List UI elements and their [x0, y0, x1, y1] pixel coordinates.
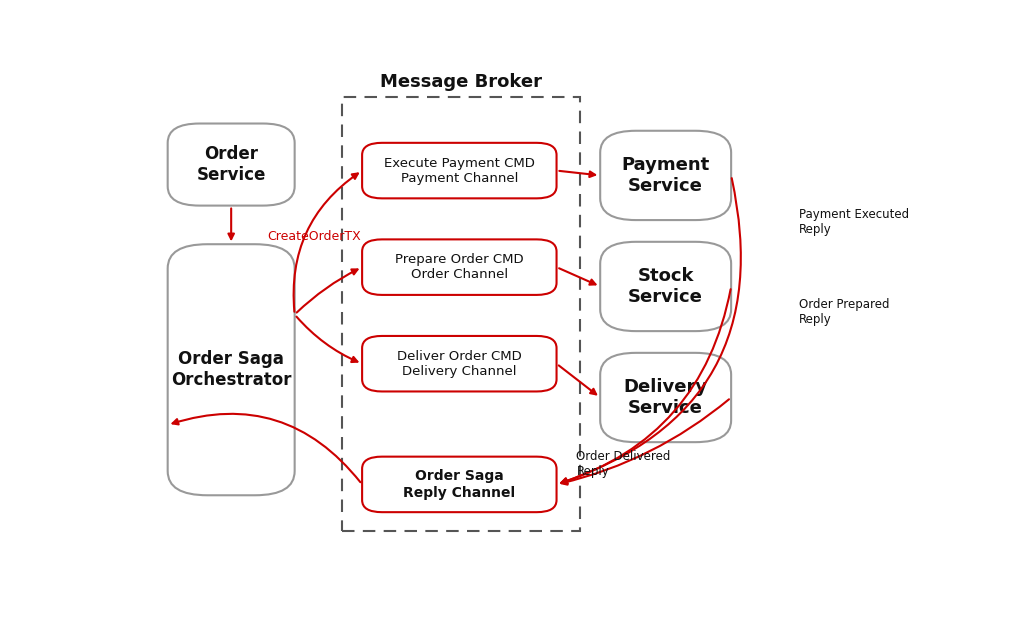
Text: Order Saga
Reply Channel: Order Saga Reply Channel — [403, 469, 515, 500]
Text: Prepare Order CMD
Order Channel: Prepare Order CMD Order Channel — [395, 253, 523, 281]
Text: Order Prepared
Reply: Order Prepared Reply — [799, 298, 889, 326]
FancyBboxPatch shape — [600, 242, 731, 331]
FancyBboxPatch shape — [362, 336, 557, 391]
Text: Delivery
Service: Delivery Service — [624, 378, 708, 417]
FancyBboxPatch shape — [168, 124, 295, 206]
FancyBboxPatch shape — [600, 353, 731, 442]
FancyBboxPatch shape — [168, 244, 295, 495]
Text: Order
Service: Order Service — [197, 145, 266, 184]
Text: Stock
Service: Stock Service — [629, 267, 703, 306]
FancyBboxPatch shape — [600, 131, 731, 220]
Text: Deliver Order CMD
Delivery Channel: Deliver Order CMD Delivery Channel — [397, 350, 521, 377]
Text: Execute Payment CMD
Payment Channel: Execute Payment CMD Payment Channel — [384, 157, 535, 184]
FancyBboxPatch shape — [362, 143, 557, 198]
Text: Payment Executed
Reply: Payment Executed Reply — [799, 209, 908, 236]
FancyBboxPatch shape — [362, 456, 557, 512]
Text: Order Saga
Orchestrator: Order Saga Orchestrator — [171, 350, 292, 389]
Text: Order Delivered
Reply: Order Delivered Reply — [577, 450, 671, 478]
FancyBboxPatch shape — [362, 240, 557, 295]
Bar — [342, 97, 581, 532]
Text: CreateOrderTX: CreateOrderTX — [267, 231, 360, 243]
Text: Payment
Service: Payment Service — [622, 156, 710, 195]
Text: Message Broker: Message Broker — [380, 73, 543, 91]
